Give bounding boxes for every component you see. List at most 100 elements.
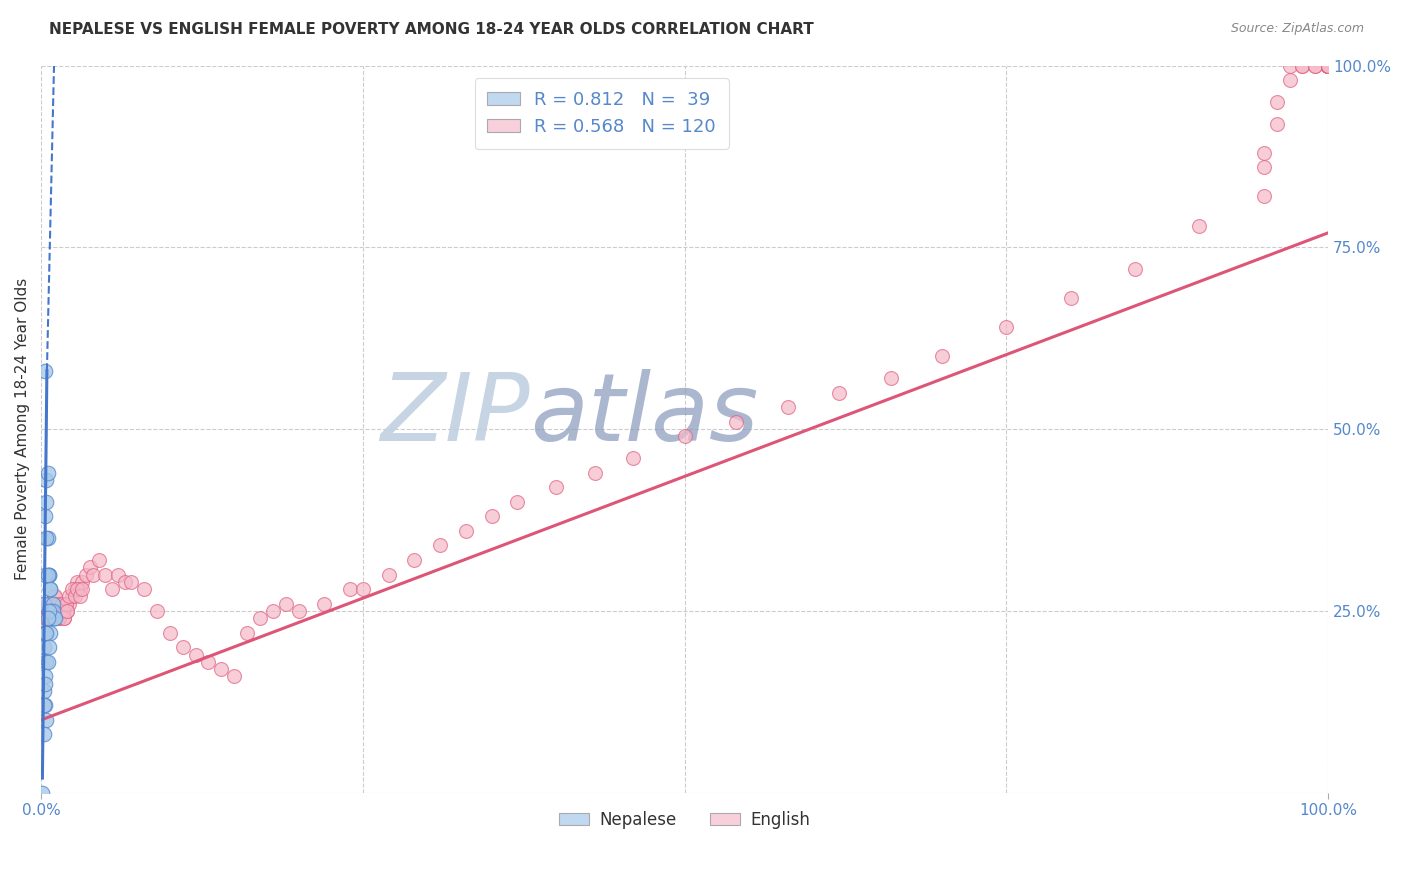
Point — [1291, 59, 1313, 73]
Point — [37, 604, 59, 618]
Point — [506, 495, 529, 509]
Point — [454, 524, 477, 538]
Point — [249, 611, 271, 625]
Point — [38, 567, 60, 582]
Point — [35, 611, 58, 625]
Point — [1303, 59, 1326, 73]
Point — [37, 531, 59, 545]
Point — [224, 669, 246, 683]
Point — [1317, 59, 1340, 73]
Point — [1265, 117, 1288, 131]
Point — [38, 604, 60, 618]
Point — [46, 597, 69, 611]
Point — [1317, 59, 1340, 73]
Point — [37, 597, 59, 611]
Point — [35, 473, 58, 487]
Point — [32, 727, 55, 741]
Point — [41, 604, 63, 618]
Point — [94, 567, 117, 582]
Text: atlas: atlas — [530, 369, 758, 460]
Point — [146, 604, 169, 618]
Point — [63, 582, 86, 596]
Point — [274, 597, 297, 611]
Point — [1253, 189, 1275, 203]
Point — [38, 567, 60, 582]
Point — [429, 538, 451, 552]
Point — [45, 604, 67, 618]
Point — [1317, 59, 1340, 73]
Point — [1317, 59, 1340, 73]
Point — [621, 451, 644, 466]
Point — [52, 604, 75, 618]
Point — [79, 560, 101, 574]
Point — [1317, 59, 1340, 73]
Y-axis label: Female Poverty Among 18-24 Year Olds: Female Poverty Among 18-24 Year Olds — [15, 278, 30, 581]
Point — [1317, 59, 1340, 73]
Point — [1253, 161, 1275, 175]
Point — [34, 509, 56, 524]
Point — [120, 574, 142, 589]
Point — [69, 582, 91, 596]
Point — [583, 466, 606, 480]
Point — [32, 625, 55, 640]
Point — [209, 662, 232, 676]
Point — [314, 597, 336, 611]
Point — [34, 364, 56, 378]
Point — [544, 480, 567, 494]
Point — [51, 597, 73, 611]
Point — [879, 371, 901, 385]
Point — [32, 640, 55, 655]
Point — [44, 590, 66, 604]
Point — [56, 604, 79, 618]
Point — [41, 597, 63, 611]
Point — [66, 582, 89, 596]
Point — [1278, 73, 1301, 87]
Point — [58, 597, 80, 611]
Point — [262, 604, 284, 618]
Point — [828, 385, 851, 400]
Point — [37, 466, 59, 480]
Point — [56, 604, 79, 618]
Point — [1317, 59, 1340, 73]
Point — [41, 597, 63, 611]
Point — [41, 611, 63, 625]
Point — [1253, 145, 1275, 160]
Point — [32, 698, 55, 713]
Point — [35, 655, 58, 669]
Point — [377, 567, 399, 582]
Point — [39, 625, 62, 640]
Point — [34, 669, 56, 683]
Point — [35, 713, 58, 727]
Point — [39, 582, 62, 596]
Point — [287, 604, 309, 618]
Point — [72, 582, 94, 596]
Text: Source: ZipAtlas.com: Source: ZipAtlas.com — [1230, 22, 1364, 36]
Point — [1317, 59, 1340, 73]
Point — [55, 597, 77, 611]
Point — [41, 604, 63, 618]
Legend: Nepalese, English: Nepalese, English — [553, 804, 817, 835]
Point — [339, 582, 361, 596]
Point — [44, 611, 66, 625]
Point — [172, 640, 194, 655]
Point — [37, 611, 59, 625]
Point — [1317, 59, 1340, 73]
Point — [38, 640, 60, 655]
Point — [53, 611, 76, 625]
Point — [1291, 59, 1313, 73]
Point — [1123, 262, 1146, 277]
Point — [87, 553, 110, 567]
Point — [58, 590, 80, 604]
Point — [35, 495, 58, 509]
Point — [107, 567, 129, 582]
Point — [63, 590, 86, 604]
Point — [42, 611, 65, 625]
Point — [1317, 59, 1340, 73]
Point — [55, 597, 77, 611]
Point — [1317, 59, 1340, 73]
Point — [41, 604, 63, 618]
Point — [1188, 219, 1211, 233]
Point — [481, 509, 503, 524]
Point — [1317, 59, 1340, 73]
Point — [37, 567, 59, 582]
